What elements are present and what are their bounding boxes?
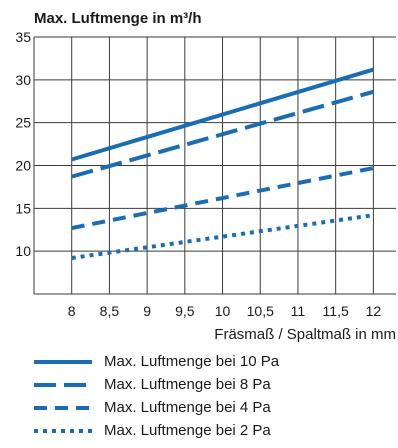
series-line-4 bbox=[71, 213, 374, 261]
legend-item: Max. Luftmenge bei 8 Pa bbox=[34, 373, 279, 396]
x-tick-label: 9,5 bbox=[175, 303, 195, 319]
legend-item: Max. Luftmenge bei 2 Pa bbox=[34, 419, 279, 442]
legend-label: Max. Luftmenge bei 10 Pa bbox=[104, 353, 280, 370]
y-tick-label: 30 bbox=[15, 72, 31, 88]
legend-swatch bbox=[34, 359, 92, 364]
x-tick-label: 12 bbox=[366, 303, 382, 319]
legend-label: Max. Luftmenge bei 8 Pa bbox=[104, 376, 271, 393]
legend-swatch bbox=[34, 382, 92, 387]
y-axis-label: Max. Luftmenge in m³/h bbox=[34, 10, 202, 27]
y-tick-label: 25 bbox=[15, 115, 31, 131]
y-tick-labels: 35 30 25 20 15 10 bbox=[15, 29, 31, 259]
x-tick-label: 11 bbox=[291, 303, 306, 319]
x-tick-label: 10,5 bbox=[247, 303, 274, 319]
series-line-2 bbox=[71, 89, 374, 179]
y-tick-label: 10 bbox=[15, 243, 31, 259]
series-lines bbox=[71, 67, 374, 261]
x-tick-labels: 8 8,5 9 9,5 10 10,5 11 11,5 12 bbox=[68, 303, 382, 319]
legend-item: Max. Luftmenge bei 10 Pa bbox=[34, 350, 279, 373]
x-tick-label: 8,5 bbox=[100, 303, 120, 319]
legend-item: Max. Luftmenge bei 4 Pa bbox=[34, 396, 279, 419]
x-tick-label: 10 bbox=[215, 303, 231, 319]
x-tick-label: 11,5 bbox=[323, 303, 349, 319]
legend-label: Max. Luftmenge bei 4 Pa bbox=[104, 399, 271, 416]
x-tick-label: 8 bbox=[68, 303, 76, 319]
series-line-3 bbox=[71, 166, 374, 230]
y-tick-label: 35 bbox=[15, 29, 31, 45]
y-tick-label: 15 bbox=[15, 200, 31, 216]
legend: Max. Luftmenge bei 10 Pa Max. Luftmenge b… bbox=[34, 350, 279, 442]
series-line-1 bbox=[71, 67, 374, 162]
legend-swatch bbox=[34, 405, 92, 410]
grid bbox=[33, 36, 396, 295]
x-tick-label: 9 bbox=[143, 303, 151, 319]
y-tick-label: 20 bbox=[15, 158, 31, 174]
legend-label: Max. Luftmenge bei 2 Pa bbox=[104, 422, 271, 439]
legend-swatch bbox=[34, 428, 92, 433]
x-axis-label: Fräsmaß / Spaltmaß in mm bbox=[214, 326, 396, 343]
